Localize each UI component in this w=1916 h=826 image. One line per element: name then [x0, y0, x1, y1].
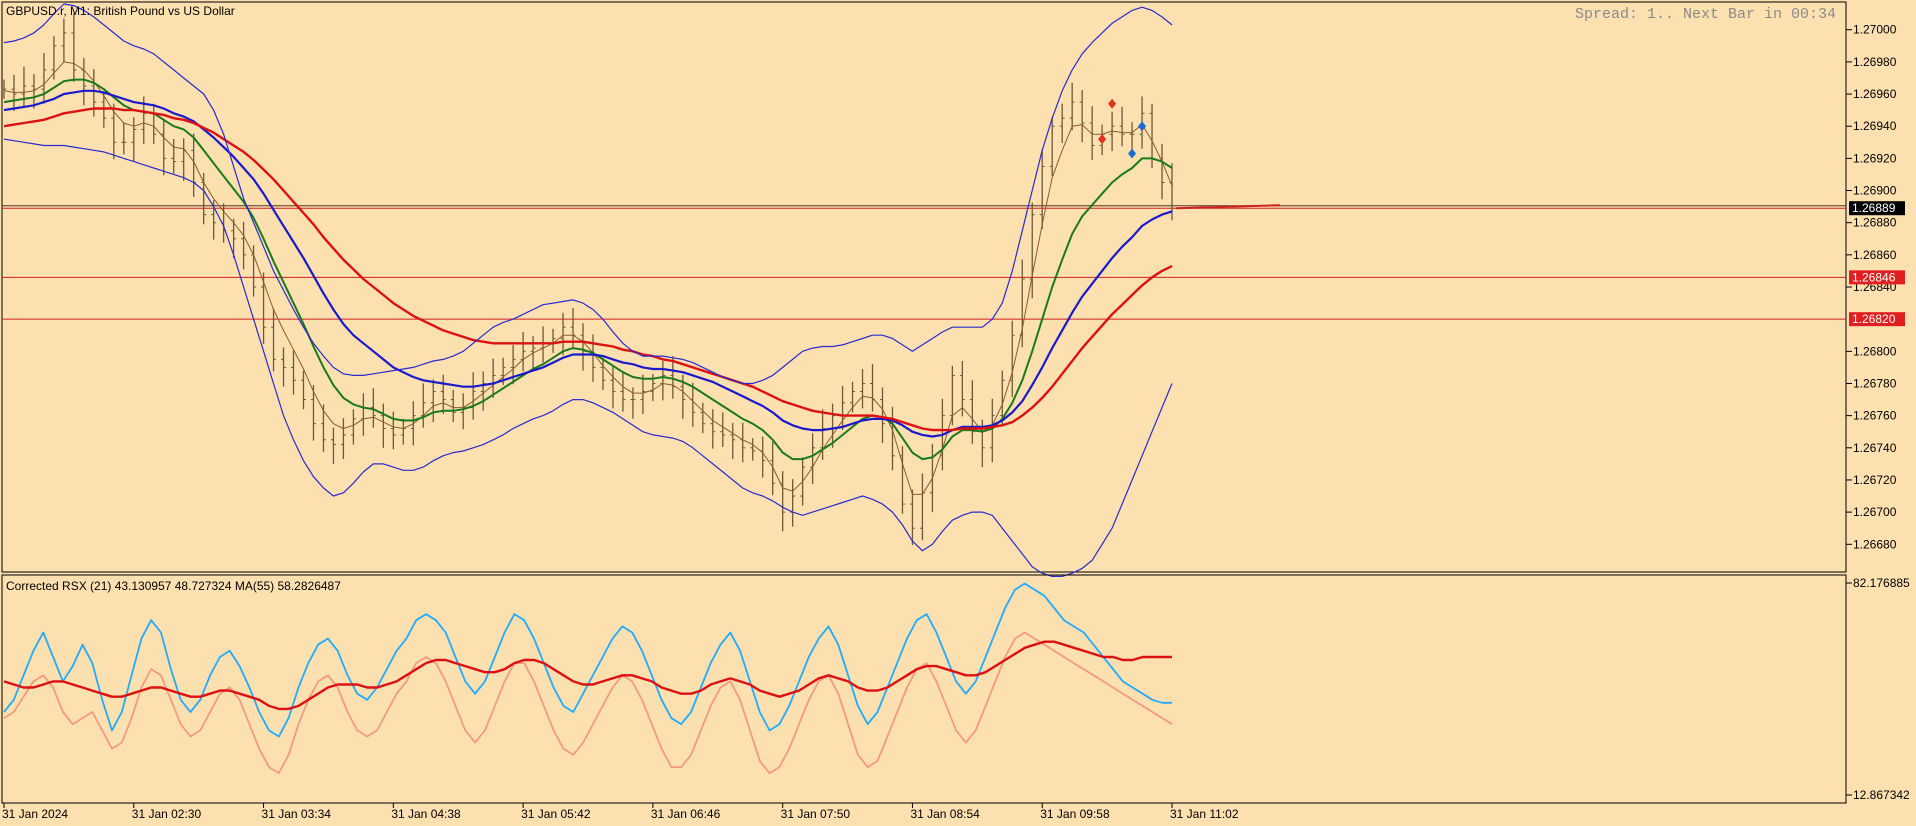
rsx-line-down: [3, 631, 1173, 775]
time-axis: 31 Jan 2024 31 Jan 02:30 31 Jan 03:34 31 Ja…: [2, 803, 1239, 821]
main-chart-title: GBPUSD.r, M1: British Pound vs US Dollar: [6, 4, 235, 18]
time-tick-label: 31 Jan 07:50: [781, 807, 851, 821]
time-tick-label: 31 Jan 11:02: [1170, 807, 1239, 821]
price-tick-label: 1.26760: [1853, 409, 1897, 423]
spread-status: Spread: 1.. Next Bar in 00:34: [1575, 6, 1836, 23]
price-tick-label: 1.26940: [1853, 119, 1897, 133]
bollinger-band-line: [3, 3, 1173, 385]
red-ma-line: [3, 107, 1173, 432]
sell-signal-marker: [1108, 98, 1117, 109]
level-price-label-bg: [1849, 270, 1905, 285]
indicator-plot-area: [3, 582, 1173, 775]
level-price-label-bg: [1849, 312, 1905, 327]
price-tick-label: 1.26900: [1853, 184, 1897, 198]
projection-line: [1175, 204, 1281, 210]
indicator-scale-top: 82.176885: [1853, 576, 1910, 590]
fast-ma-line: [3, 61, 1173, 495]
buy-signal-marker: [1128, 148, 1137, 159]
time-tick-label: 31 Jan 09:58: [1040, 807, 1110, 821]
bollinger-band-line: [3, 138, 1173, 578]
time-tick-label: 31 Jan 08:54: [910, 807, 980, 821]
price-tick-label: 1.26960: [1853, 87, 1897, 101]
price-tick-label: 1.26800: [1853, 344, 1897, 358]
price-tick-label: 1.26700: [1853, 505, 1897, 519]
price-tick-label: 1.26980: [1853, 55, 1897, 69]
price-tick-label: 1.26680: [1853, 537, 1897, 551]
rsx-ma-line: [3, 640, 1172, 711]
indicator-panel-frame: [1, 574, 1847, 804]
current-price-label: 1.26889: [1852, 201, 1896, 215]
time-tick-label: 31 Jan 06:46: [651, 807, 721, 821]
level-price-label: 1.26846: [1852, 270, 1896, 284]
time-tick-label: 31 Jan 03:34: [262, 807, 332, 821]
main-price-panel[interactable]: 1.27000 1.26980 1.26960 1.26940 1.26920 1.269…: [1, 1, 1906, 578]
price-tick-label: 1.26720: [1853, 473, 1897, 487]
time-tick-label: 31 Jan 05:42: [521, 807, 591, 821]
current-price-label-bg: [1849, 201, 1905, 216]
price-tick-label: 1.26880: [1853, 216, 1897, 230]
buy-signal-marker: [1138, 121, 1147, 132]
main-plot-area: [1, 3, 1846, 578]
price-tick-label: 1.26920: [1853, 151, 1897, 165]
rsx-indicator-panel[interactable]: Corrected RSX (21) 43.130957 48.727324 M…: [1, 574, 1910, 804]
sell-signal-marker: [1098, 134, 1107, 145]
green-ma-line: [3, 78, 1173, 461]
price-tick-label: 1.26780: [1853, 376, 1897, 390]
time-tick-label: 31 Jan 02:30: [132, 807, 202, 821]
price-tick-label: 1.27000: [1853, 23, 1897, 37]
indicator-title: Corrected RSX (21) 43.130957 48.727324 M…: [6, 579, 341, 593]
price-tick-label: 1.26740: [1853, 441, 1897, 455]
indicator-scale-bottom: 12.867342: [1853, 788, 1910, 802]
price-tick-label: 1.26860: [1853, 248, 1897, 262]
price-axis: 1.27000 1.26980 1.26960 1.26940 1.26920 1.269…: [1846, 23, 1905, 551]
time-tick-label: 31 Jan 2024: [2, 807, 68, 821]
level-price-label: 1.26820: [1852, 312, 1896, 326]
time-tick-label: 31 Jan 04:38: [391, 807, 461, 821]
